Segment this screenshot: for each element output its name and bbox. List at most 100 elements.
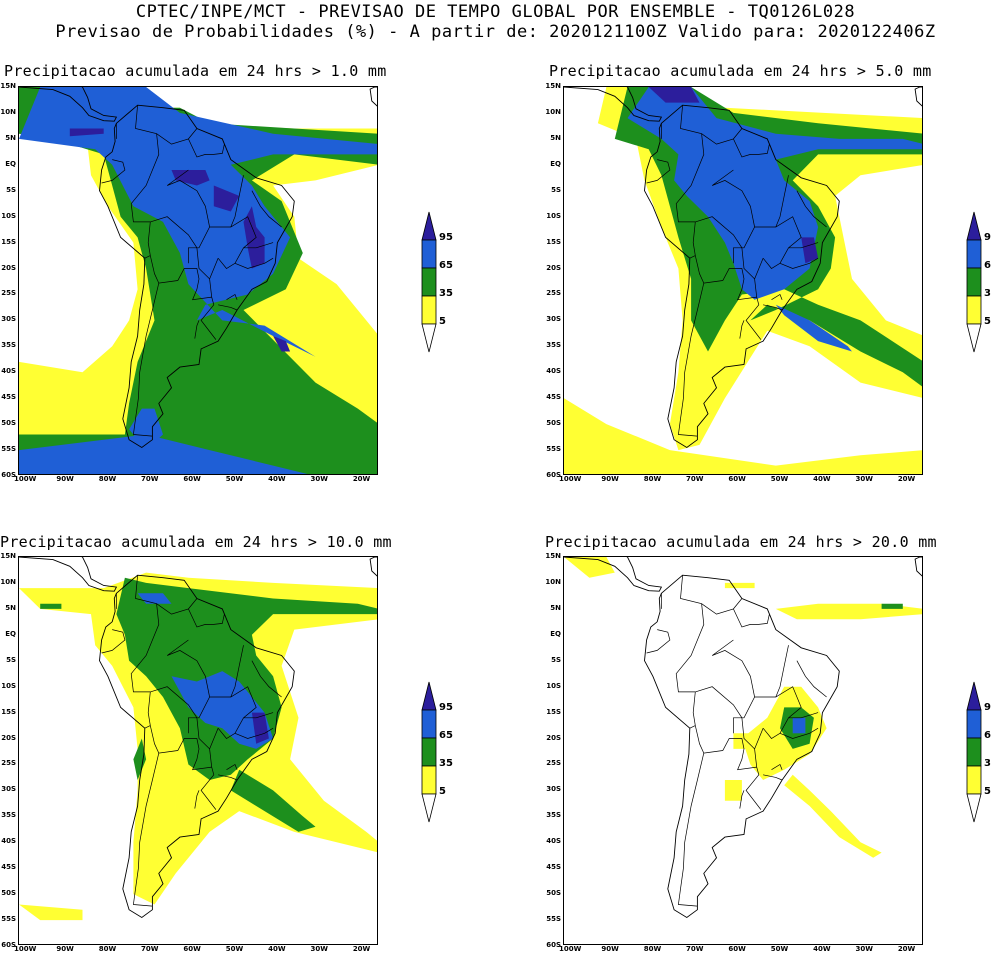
latitude-label: 25S [1,289,16,298]
country-border [739,790,745,809]
legend-label-65: 65 [439,730,453,741]
longitude-label: 80W [98,945,117,953]
legend-label-95: 95 [439,232,453,243]
country-border [646,629,671,654]
probability-contour-c5 [19,904,83,921]
longitude-label: 90W [601,475,619,483]
legend-colorbar [421,681,437,823]
panel-3-title: Precipitacao acumulada em 24 hrs > 10.0 … [0,533,392,551]
latitude-label: 10N [0,577,16,586]
legend-label-5: 5 [984,316,991,327]
country-border [763,304,783,311]
legend-label-35: 35 [439,758,453,769]
legend-3: 95 65 35 5 [419,680,459,830]
probability-contour-c5 [564,398,922,474]
longitude-label: 60W [728,945,746,953]
country-border [733,608,770,628]
latitude-label: 40S [546,837,561,846]
longitude-label: 100W [14,945,37,953]
legend-colorbar [966,211,982,353]
header-title: CPTEC/INPE/MCT - PREVISAO DE TEMPO GLOBA… [135,2,856,22]
legend-2: 95 65 35 5 [964,210,991,360]
legend-1: 95 65 35 5 [419,210,459,360]
longitude-label: 90W [601,945,619,953]
map-svg [19,557,377,921]
latitude-label: 35S [546,341,561,350]
probability-contour-c95 [273,336,291,352]
longitude-label: 70W [141,945,159,953]
country-border [156,598,198,615]
legend-swatch-95 [966,681,982,711]
header-subtitle: Previsao de Probabilidades (%) - A parti… [55,22,936,42]
legend-swatch-35 [966,737,982,767]
country-border [166,169,210,228]
country-border [763,774,783,781]
country-border [133,283,160,437]
legend-swatch-5 [966,295,982,325]
probability-contour-c65 [792,717,806,734]
latitude-label: EQ [550,159,561,168]
legend-swatch-5 [966,765,982,795]
country-border [733,138,770,158]
latitude-label: 45S [1,393,16,402]
latitude-label: 35S [1,341,16,350]
longitude-label: 20W [897,475,916,483]
legend-label-95: 95 [984,232,991,243]
map-panel-20mm [563,556,923,945]
latitude-label: 15N [545,82,561,90]
country-border [230,175,244,228]
country-border [188,608,225,628]
latitude-label: 35S [1,811,16,820]
probability-contour-c35 [881,603,903,609]
country-border [771,293,783,300]
country-border [689,725,696,729]
longitude-label: 20W [352,945,371,953]
legend-swatch-below-5 [421,323,437,353]
longitude-label: 70W [686,475,704,483]
longitude-label: 60W [183,945,201,953]
coastline [99,104,295,449]
legend-swatch-95 [966,211,982,241]
longitude-label: 30W [310,945,328,953]
legend-swatch-95 [421,681,437,711]
longitude-label: 80W [643,945,662,953]
latitude-label: 45S [546,393,561,402]
probability-contour-c5 [733,733,764,749]
latitude-label: 5S [551,185,561,194]
legend-4: 95 65 35 5 [964,680,991,830]
longitude-label: 100W [14,475,37,483]
latitude-label: 50S [546,419,561,428]
map-svg [564,87,922,474]
country-border [234,257,274,269]
latitude-label: 10S [546,211,561,220]
country-border [133,753,160,907]
country-border [188,216,257,269]
latitude-label: 10S [546,681,561,690]
latitude-label: 50S [1,419,16,428]
probability-contour-c95 [171,170,210,186]
coastline [99,574,295,919]
longitude-label: 20W [352,475,371,483]
country-border [788,242,819,249]
latitude-label: 30S [546,315,561,324]
probability-contour-c65 [19,434,308,474]
longitude-label: 70W [141,475,159,483]
longitude-label: 90W [56,945,74,953]
latitude-label: 10S [1,211,16,220]
country-border [701,128,743,145]
latitude-label: 30S [546,785,561,794]
legend-label-65: 65 [984,730,991,741]
longitude-label: 30W [855,475,873,483]
country-border [218,774,238,781]
probability-contour-c35 [133,738,147,780]
country-border [194,320,200,339]
country-border [733,686,802,739]
country-border [711,639,755,698]
probability-contour-c95 [648,87,700,103]
map-panel-1mm [18,86,378,475]
longitude-label: 100W [559,475,582,483]
country-border [150,216,217,340]
latitude-label: 45S [1,863,16,872]
coastline [644,574,840,919]
country-border [775,175,789,228]
